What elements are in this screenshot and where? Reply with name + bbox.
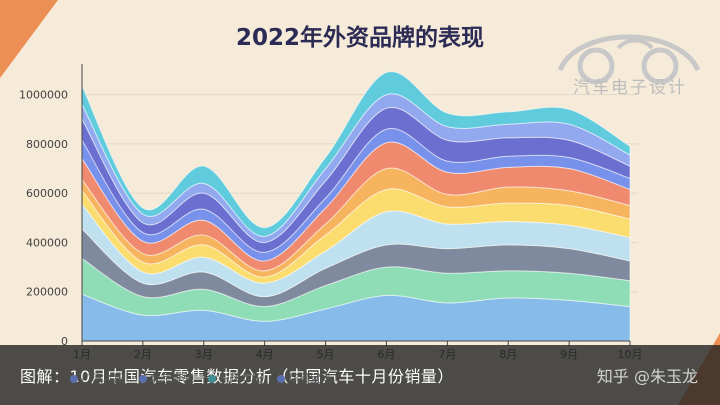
- legend-label: 北京奔驰: [150, 372, 194, 385]
- legend-label: 东风本田: [219, 372, 263, 385]
- legend-label: 广汽本田: [81, 372, 125, 385]
- watermark-text: 汽车电子设计: [573, 78, 687, 98]
- caption-bar: 图解：10月中国汽车零售数据分析（中国汽车十月份销量） 知乎 @朱玉龙: [0, 345, 720, 405]
- caption-text: 图解：10月中国汽车零售数据分析（中国汽车十月份销量）: [20, 367, 454, 386]
- area-series-11: [81, 71, 631, 237]
- y-tick-label: 0: [61, 335, 68, 348]
- legend-label: 华晨宝马: [288, 372, 332, 385]
- legend: 广汽本田 北京奔驰 东风本田 华晨宝马: [70, 370, 346, 386]
- chart-title: 2022年外资品牌的表现: [235, 25, 484, 51]
- legend-swatch: [70, 375, 78, 383]
- legend-item: 华晨宝马: [277, 372, 332, 385]
- y-tick-label: 200000: [26, 286, 68, 299]
- area-series-group: [81, 71, 631, 342]
- corner-decoration-top-left: [0, 0, 58, 78]
- legend-item: 广汽本田: [70, 372, 125, 385]
- y-tick-label: 600000: [26, 187, 68, 200]
- legend-item: 北京奔驰: [139, 372, 194, 385]
- legend-swatch: [208, 375, 216, 383]
- caption-credit: 知乎 @朱玉龙: [596, 367, 698, 386]
- y-tick-label: 400000: [26, 236, 68, 249]
- legend-swatch: [277, 375, 285, 383]
- y-tick-label: 800000: [26, 138, 68, 151]
- watermark-logo: [557, 34, 701, 85]
- y-tick-label: 1000000: [19, 89, 68, 102]
- legend-item: 东风本田: [208, 372, 263, 385]
- legend-swatch: [139, 375, 147, 383]
